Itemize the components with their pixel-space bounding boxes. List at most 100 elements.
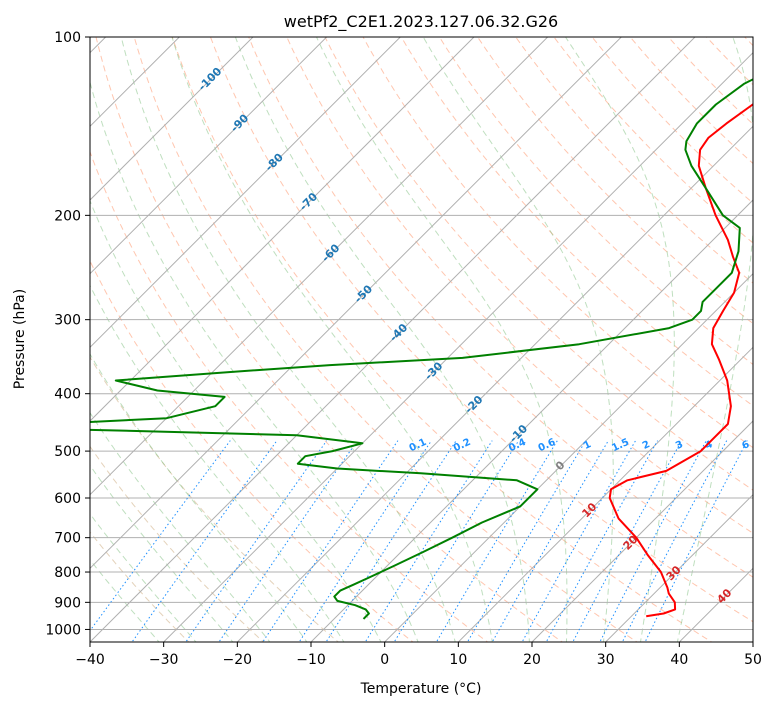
- mixing-ratio-label: 0.2: [452, 437, 473, 454]
- x-tick-label: 20: [523, 652, 541, 668]
- mixing-ratio-line: [599, 440, 707, 642]
- dry-adiabat: [438, 37, 753, 366]
- mixing-ratio-line: [466, 440, 587, 642]
- isotherm-line: [604, 493, 753, 642]
- moist-adiabat: [90, 284, 345, 642]
- dry-adiabat: [286, 37, 753, 534]
- profile-series: [90, 78, 753, 620]
- isotherm-line: [236, 125, 753, 642]
- mixing-ratio-line: [298, 440, 432, 642]
- isotherm-line: [90, 37, 623, 570]
- mixing-ratio-lines: [90, 440, 748, 642]
- isotherm-line: [90, 37, 328, 275]
- moist-adiabat: [171, 37, 493, 642]
- mixing-ratio-label: 0.1: [408, 437, 429, 454]
- x-tick-label: 40: [670, 652, 688, 668]
- mixing-ratio-label: 0.6: [537, 437, 558, 454]
- mixing-ratio-label: 1: [582, 439, 593, 452]
- dry-adiabat: [90, 531, 190, 642]
- y-tick-label: 400: [54, 387, 81, 403]
- x-tick-label: −30: [149, 652, 179, 668]
- mixing-ratio-line: [491, 440, 609, 642]
- temperature-profile-line: [608, 103, 753, 618]
- y-tick-label: 900: [54, 595, 81, 611]
- moist-adiabat: [90, 80, 419, 642]
- x-tick-label: 0: [380, 652, 389, 668]
- x-tick-label: 10: [449, 652, 467, 668]
- y-axis-label: Pressure (hPa): [12, 289, 28, 389]
- mixing-ratio-line: [621, 440, 728, 642]
- isotherm-label: -80: [263, 150, 286, 173]
- mixing-ratio-labels: 0.10.20.40.611.52346810131620253036: [408, 437, 775, 455]
- mixing-ratio-line: [131, 440, 278, 642]
- isotherm-label: 30: [664, 563, 684, 583]
- dry-adiabat: [770, 24, 775, 645]
- y-tick-label: 1000: [45, 622, 81, 638]
- x-axis-label: Temperature (°C): [360, 681, 482, 697]
- isotherm-line: [90, 37, 181, 128]
- isotherms: [90, 37, 753, 642]
- moist-adiabat: [90, 513, 197, 642]
- mixing-ratio-label: 8: [770, 439, 775, 452]
- mixing-ratio-line: [393, 440, 520, 642]
- y-axis-ticks: 100 200 300 400 500 600 700 800 900 1000: [45, 30, 90, 638]
- moist-adiabat: [316, 37, 568, 642]
- y-tick-label: 600: [54, 491, 81, 507]
- x-tick-label: 30: [597, 652, 615, 668]
- mixing-ratio-label: 4: [704, 439, 715, 452]
- x-tick-label: −40: [75, 652, 105, 668]
- mixing-ratio-line: [572, 440, 683, 642]
- y-tick-label: 800: [54, 565, 81, 581]
- isotherm-line: [90, 37, 475, 422]
- moist-adiabat: [90, 199, 382, 642]
- dry-adiabat: [90, 150, 489, 642]
- isotherm-label: -100: [196, 65, 225, 94]
- isotherm-label: -20: [462, 393, 485, 416]
- mixing-ratio-line: [545, 440, 659, 642]
- isotherm-line: [162, 51, 753, 642]
- moist-adiabat: [565, 37, 675, 642]
- mixing-ratio-line: [90, 440, 231, 632]
- isotherm-label: -30: [422, 359, 445, 382]
- isotherm-line: [531, 420, 753, 642]
- isotherm-line: [90, 37, 254, 201]
- dry-adiabat: [744, 37, 753, 47]
- plot-frame: [89, 36, 754, 643]
- isotherm-label: -90: [228, 111, 251, 134]
- isotherm-label: -60: [319, 241, 342, 264]
- chart-title: wetPf2_C2E1.2023.127.06.32.G26: [284, 12, 558, 32]
- moist-adiabat: [120, 37, 456, 642]
- y-tick-label: 300: [54, 313, 81, 329]
- isotherm-line: [310, 199, 753, 642]
- dry-adiabat: [400, 37, 753, 407]
- isotherm-line: [457, 346, 753, 642]
- isotherm-line: [90, 37, 696, 642]
- mixing-ratio-line: [521, 440, 637, 642]
- dry-adiabat: [133, 37, 638, 642]
- mixing-ratio-line: [262, 440, 399, 642]
- isotherm-line: [678, 567, 753, 642]
- mixing-ratio-label: 1.5: [610, 437, 631, 454]
- mixing-ratio-line: [435, 440, 558, 642]
- moist-adiabat: [90, 464, 234, 642]
- mixing-ratio-label: 3: [674, 439, 685, 452]
- isotherm-line: [90, 37, 549, 496]
- moist-adiabat: [90, 353, 308, 642]
- y-tick-label: 200: [54, 208, 81, 224]
- y-tick-label: 100: [54, 30, 81, 46]
- isotherm-line: [752, 641, 753, 642]
- mixing-ratio-label: 2: [641, 439, 652, 452]
- mixing-ratio-label: 6: [740, 439, 751, 452]
- mixing-ratio-line: [185, 440, 328, 642]
- y-tick-label: 500: [54, 444, 81, 460]
- mixing-ratio-line: [364, 440, 493, 642]
- mixing-ratio-line: [325, 440, 457, 642]
- x-axis-ticks: −40 −30 −20 −10 0 10 20 30 40 50: [75, 642, 762, 668]
- isotherm-line: [90, 37, 402, 349]
- x-tick-label: −10: [296, 652, 326, 668]
- dry-adiabat: [90, 259, 414, 642]
- dry-adiabat: [90, 356, 340, 642]
- x-tick-label: −20: [223, 652, 253, 668]
